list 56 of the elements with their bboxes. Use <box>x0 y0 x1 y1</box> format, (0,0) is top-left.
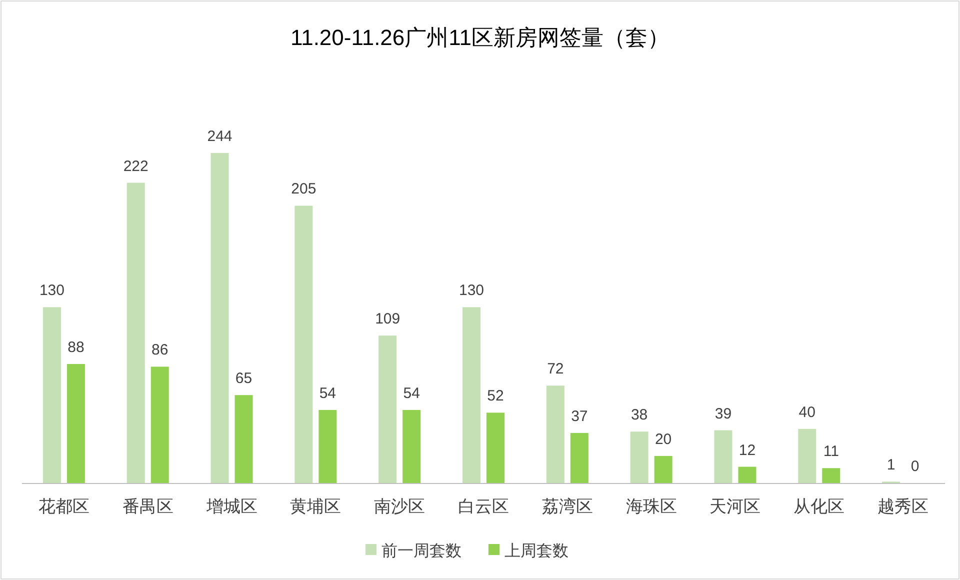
data-label: 88 <box>68 338 84 356</box>
data-label: 72 <box>547 360 564 378</box>
bar <box>570 432 588 483</box>
x-tick-label: 荔湾区 <box>542 497 593 516</box>
bar <box>798 428 816 483</box>
bar <box>210 153 229 483</box>
x-tick-label: 花都区 <box>38 497 90 516</box>
bar <box>738 466 756 483</box>
data-label: 40 <box>798 404 816 421</box>
legend-label: 上周套数 <box>504 542 568 560</box>
data-label: 130 <box>458 282 484 300</box>
chart-title: 11.20-11.26广州11区新房网签量（套） <box>290 25 670 50</box>
data-label: 222 <box>123 158 148 175</box>
bar <box>318 410 337 483</box>
bar <box>630 432 648 483</box>
x-tick-label: 白云区 <box>458 497 509 516</box>
bar <box>42 307 61 483</box>
x-tick-label: 番禺区 <box>122 497 174 516</box>
bar <box>234 395 253 483</box>
bar <box>126 182 145 483</box>
bar <box>462 307 480 483</box>
data-label: 130 <box>39 282 64 300</box>
bar <box>378 336 397 483</box>
data-label: 12 <box>738 442 756 459</box>
data-label: 244 <box>207 128 232 145</box>
x-tick-label: 从化区 <box>794 497 845 516</box>
data-label: 37 <box>571 408 588 425</box>
bar <box>546 386 564 483</box>
data-label: 205 <box>291 180 316 198</box>
bar <box>822 468 840 483</box>
legend-label: 前一周套数 <box>382 542 462 560</box>
data-label: 65 <box>235 370 252 388</box>
data-label: 109 <box>375 310 400 328</box>
bar <box>654 456 672 483</box>
data-label: 52 <box>487 388 504 405</box>
data-label: 54 <box>403 384 420 402</box>
x-tick-label: 越秀区 <box>878 497 929 516</box>
x-tick-label: 黄埔区 <box>290 497 342 516</box>
data-label: 38 <box>630 406 648 424</box>
x-tick-label: 增城区 <box>205 497 258 516</box>
data-label: 39 <box>714 405 732 422</box>
x-tick-label: 南沙区 <box>374 497 426 516</box>
data-label: 0 <box>910 458 920 475</box>
x-tick-label: 海珠区 <box>626 497 677 516</box>
bar <box>402 410 421 483</box>
bar <box>66 364 85 483</box>
data-label: 1 <box>886 456 896 474</box>
bar <box>294 206 313 483</box>
data-label: 20 <box>654 430 672 448</box>
bar <box>714 430 732 483</box>
bar <box>486 412 504 483</box>
x-tick-label: 天河区 <box>710 497 761 516</box>
data-label: 54 <box>319 384 336 402</box>
data-label: 11 <box>823 443 839 460</box>
bar <box>150 366 169 483</box>
data-label: 86 <box>152 342 168 359</box>
